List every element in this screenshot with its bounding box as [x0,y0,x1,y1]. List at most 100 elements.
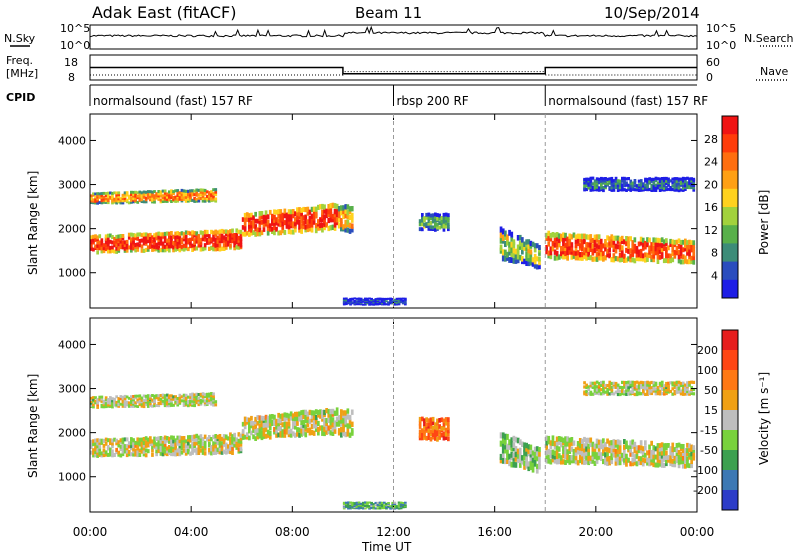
heatmap-cell [625,381,628,385]
heatmap-cell [127,245,131,250]
heatmap-cell [149,402,152,406]
heatmap-cell [333,424,337,430]
heatmap-cell [348,432,352,438]
heatmap-cell [308,209,312,215]
heatmap-cell [673,182,677,186]
heatmap-cell [429,421,433,426]
heatmap-cell [220,447,224,452]
heatmap-cell [423,432,426,438]
heatmap-cell [621,380,624,384]
heatmap-cell [273,414,276,420]
heatmap-cell [170,438,173,443]
heatmap-cell [436,432,439,437]
heatmap-cell [268,414,272,420]
heatmap-cell [275,220,278,226]
heatmap-cell [157,190,161,193]
heatmap-cell [168,400,171,403]
heatmap-cell [170,403,173,407]
heatmap-cell [146,196,150,200]
heatmap-cell [184,193,188,197]
heatmap-cell [195,450,199,456]
heatmap-cell [604,177,607,181]
heatmap-cell [319,409,322,415]
heatmap-cell [302,427,305,433]
heatmap-cell [366,506,369,509]
heatmap-cell [618,179,622,183]
heatmap-cell [623,457,626,463]
heatmap-cell [159,192,163,195]
heatmap-cell [349,506,352,509]
heatmap-cell [602,383,605,387]
heatmap-cell [570,458,574,464]
heatmap-cell [134,233,137,238]
heatmap-cell [312,219,316,225]
heatmap-cell [447,224,450,229]
heatmap-cell [431,416,435,422]
heatmap-cell [591,256,595,262]
heatmap-cell [380,302,384,305]
heatmap-cell [205,392,209,396]
heatmap-cell [346,227,350,233]
heatmap-cell [90,442,93,447]
heatmap-cell [142,394,146,398]
heatmap-cell [625,392,628,396]
heatmap-cell [650,457,653,463]
heatmap-cell [134,440,137,445]
colorbar-tick-label: 12 [704,224,718,237]
heatmap-cell [612,443,616,449]
heatmap-cell [663,392,666,396]
heatmap-cell [574,245,578,252]
heatmap-cell [604,386,607,390]
heatmap-cell [677,385,681,389]
heatmap-cell [329,430,333,436]
heatmap-cell [155,436,158,441]
heatmap-cell [521,244,524,250]
heatmap-cell [656,181,660,185]
heatmap-cell [203,446,207,451]
heatmap-cell [327,217,331,224]
heatmap-cell [531,241,535,247]
heatmap-cell [125,395,129,399]
heatmap-cell [134,193,137,197]
heatmap-cell [250,212,253,218]
heatmap-cell [625,443,628,449]
heatmap-cell [174,199,177,203]
heatmap-cell [106,401,110,405]
heatmap-cell [506,239,509,246]
heatmap-cell [621,386,624,390]
heatmap-cell [357,301,361,304]
heatmap-cell [138,437,142,442]
heatmap-cell [212,403,215,407]
heatmap-cell [538,451,541,457]
heatmap-cell [650,242,653,248]
heatmap-cell [663,384,666,388]
heatmap-cell [671,247,675,253]
heatmap-cell [533,454,537,460]
heatmap-cell [252,215,255,221]
heatmap-cell [96,451,99,456]
heatmap-cell [690,243,693,248]
heatmap-cell [431,213,435,218]
heatmap-cell [614,381,618,386]
heatmap-cell [153,237,156,242]
heatmap-cell [218,450,222,455]
heatmap-cell [317,430,320,436]
heatmap-cell [161,401,165,405]
heatmap-cell [583,385,586,389]
heatmap-cell [163,445,167,450]
heatmap-cell [518,254,522,261]
heatmap-cell [182,399,186,403]
heatmap-cell [660,453,664,459]
heatmap-cell [576,240,580,247]
heatmap-cell [197,448,201,453]
heatmap-cell [296,427,299,433]
heatmap-cell [686,247,689,253]
heatmap-cell [340,421,343,427]
heatmap-cell [562,237,565,243]
heatmap-cell [235,228,239,233]
heatmap-cell [535,468,539,474]
heatmap-cell [224,445,228,451]
heatmap-cell [157,196,161,200]
heatmap-cell [98,242,102,247]
heatmap-cell [427,418,431,423]
